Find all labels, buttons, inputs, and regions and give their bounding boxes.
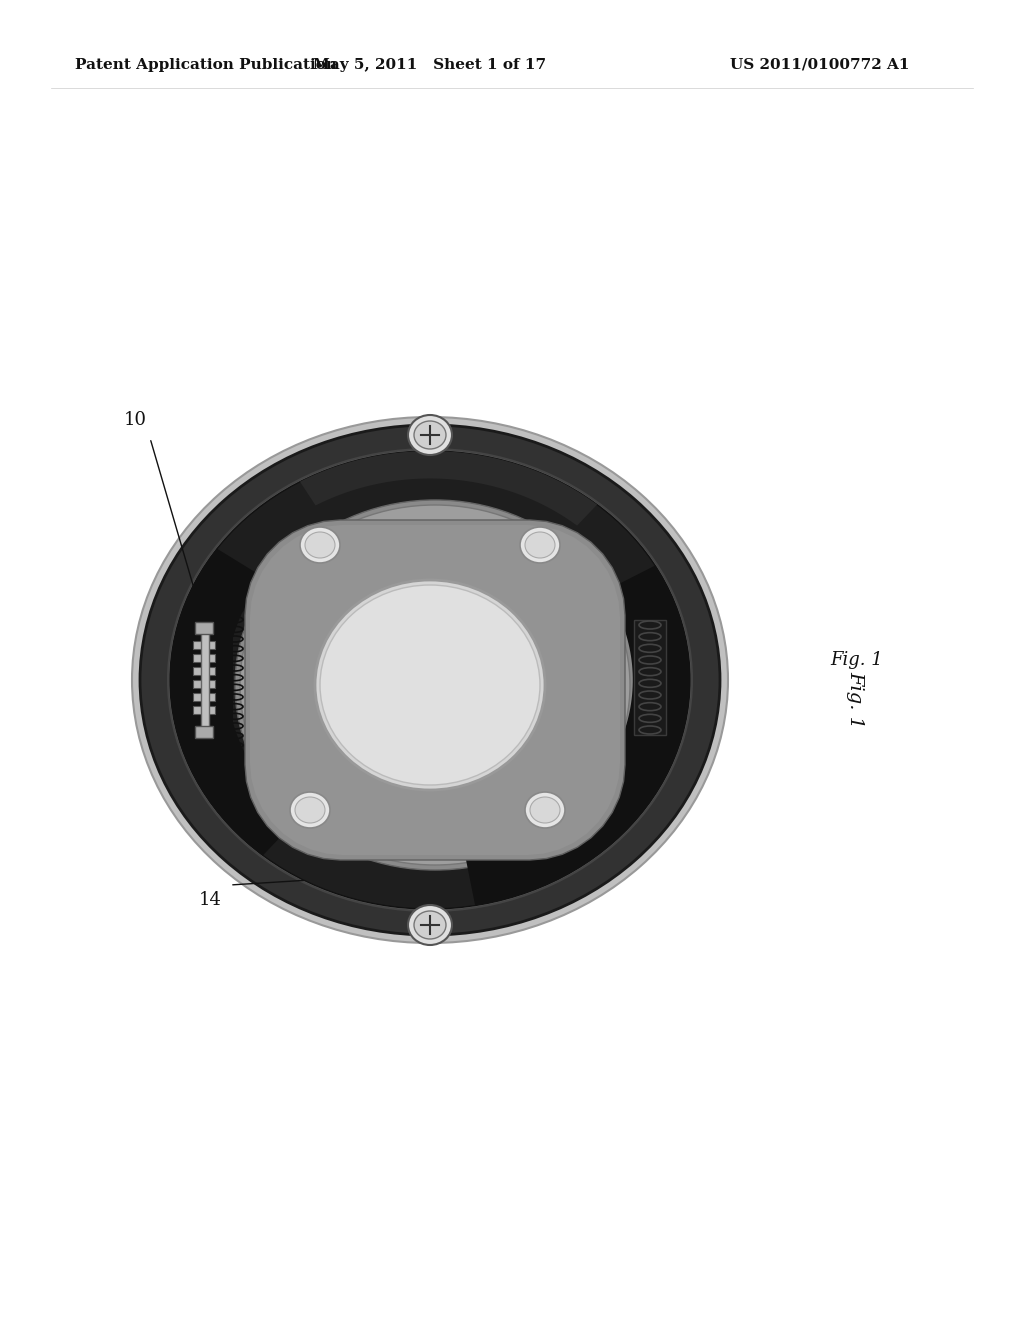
Ellipse shape — [525, 792, 565, 828]
Ellipse shape — [414, 911, 446, 939]
Text: Fig. 1: Fig. 1 — [846, 672, 864, 729]
Bar — [193, 642, 215, 649]
Ellipse shape — [170, 451, 690, 909]
Ellipse shape — [240, 506, 630, 865]
Bar — [195, 726, 213, 738]
Ellipse shape — [132, 417, 728, 942]
Bar — [193, 693, 215, 701]
Bar — [193, 706, 215, 714]
Bar — [201, 630, 209, 730]
Ellipse shape — [295, 797, 325, 822]
Polygon shape — [465, 565, 690, 906]
Ellipse shape — [290, 792, 330, 828]
Ellipse shape — [234, 500, 635, 870]
Bar — [193, 653, 215, 663]
Text: US 2011/0100772 A1: US 2011/0100772 A1 — [730, 58, 909, 73]
Ellipse shape — [525, 532, 555, 558]
Polygon shape — [245, 520, 625, 861]
Text: Patent Application Publication: Patent Application Publication — [75, 58, 337, 73]
Polygon shape — [197, 601, 233, 760]
Polygon shape — [170, 549, 300, 855]
Ellipse shape — [305, 532, 335, 558]
Ellipse shape — [520, 527, 560, 564]
Text: Fig. 1: Fig. 1 — [830, 651, 883, 669]
Bar — [195, 622, 213, 634]
Text: 14: 14 — [199, 891, 221, 909]
Ellipse shape — [408, 906, 452, 945]
Ellipse shape — [315, 579, 545, 789]
Text: May 5, 2011   Sheet 1 of 17: May 5, 2011 Sheet 1 of 17 — [313, 58, 547, 73]
Ellipse shape — [319, 585, 540, 785]
Bar — [193, 680, 215, 688]
Ellipse shape — [300, 527, 340, 564]
Bar — [193, 667, 215, 675]
Bar — [634, 620, 666, 735]
Ellipse shape — [530, 797, 560, 822]
Text: 10: 10 — [124, 411, 146, 429]
Polygon shape — [300, 451, 597, 525]
Polygon shape — [250, 525, 620, 855]
Ellipse shape — [168, 449, 692, 911]
Ellipse shape — [140, 425, 720, 935]
Ellipse shape — [414, 421, 446, 449]
Ellipse shape — [408, 414, 452, 455]
